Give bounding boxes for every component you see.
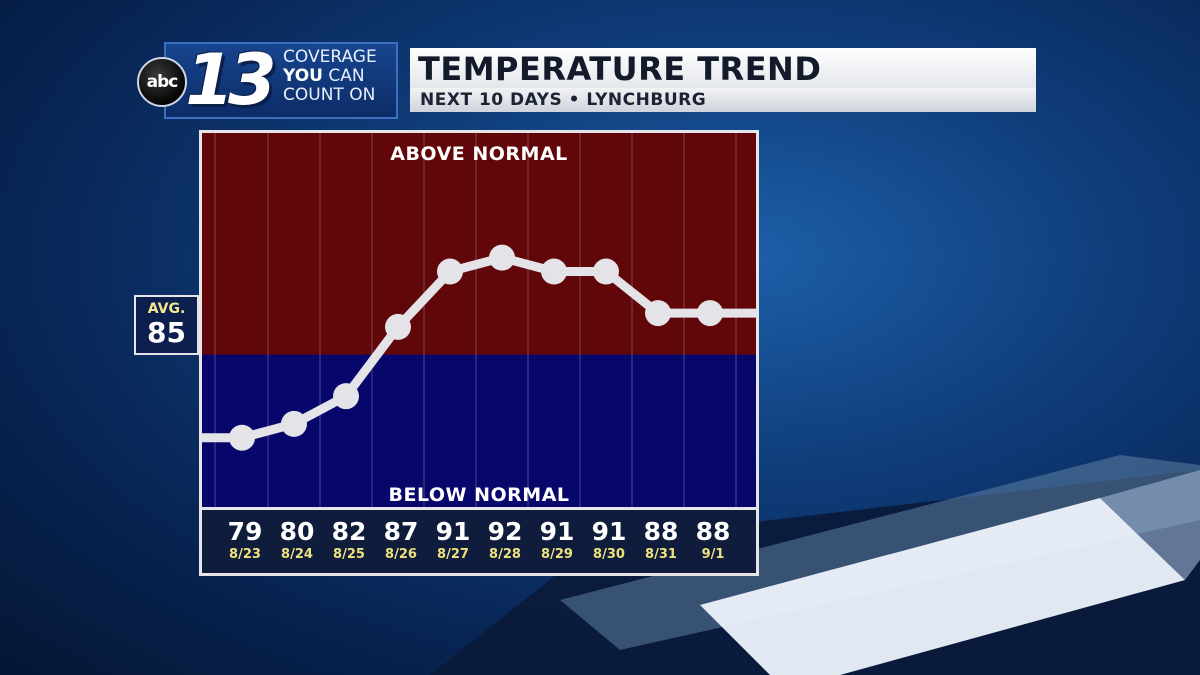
tagline-line-2: YOU CAN	[283, 67, 395, 86]
page-title: TEMPERATURE TREND	[418, 50, 822, 88]
day-date: 8/28	[489, 547, 521, 562]
station-tagline: COVERAGE YOU CAN COUNT ON	[283, 48, 395, 105]
chart-frame	[199, 130, 759, 510]
day-cell: 91 8/27	[426, 510, 480, 563]
day-temperature: 91	[591, 517, 627, 546]
temperature-point-8-24	[281, 410, 307, 437]
day-date: 8/29	[541, 547, 573, 562]
average-value: 85	[147, 316, 186, 349]
day-cell: 92 8/28	[478, 510, 532, 563]
day-date: 8/27	[437, 547, 469, 562]
temperature-point-8-30	[593, 258, 619, 285]
temperature-point-8-31	[645, 300, 671, 327]
temperature-point-8-25	[333, 383, 359, 410]
channel-number: 13	[185, 39, 276, 121]
above-normal-label: ABOVE NORMAL	[390, 143, 568, 165]
day-cell: 82 8/25	[322, 510, 376, 563]
day-temperature: 91	[435, 517, 471, 546]
tagline-you: YOU	[283, 66, 323, 86]
day-temperature: 92	[487, 517, 523, 546]
day-temperature: 88	[695, 517, 731, 546]
temperature-chart	[202, 133, 756, 507]
subtitle-bar: NEXT 10 DAYS • LYNCHBURG	[410, 88, 1036, 112]
temperature-point-8-27	[437, 258, 463, 285]
day-cell: 79 8/23	[218, 510, 272, 563]
day-date: 8/31	[645, 547, 677, 562]
average-label: AVG.	[147, 301, 186, 317]
tagline-can: CAN	[328, 66, 365, 86]
day-date: 8/23	[229, 547, 261, 562]
day-temperature: 87	[383, 517, 419, 546]
station-logo-box	[164, 42, 398, 119]
day-date: 8/24	[281, 547, 313, 562]
tagline-line-1: COVERAGE	[283, 47, 377, 67]
day-temperature: 82	[331, 517, 367, 546]
day-cell: 87 8/26	[374, 510, 428, 563]
day-cell: 80 8/24	[270, 510, 324, 563]
day-temperature: 80	[279, 517, 315, 546]
above-normal-zone	[202, 133, 756, 355]
page-subtitle: NEXT 10 DAYS • LYNCHBURG	[420, 90, 707, 110]
below-normal-label: BELOW NORMAL	[388, 484, 570, 506]
abc-logo: abc	[137, 57, 187, 107]
title-bar: TEMPERATURE TREND	[410, 48, 1036, 88]
temperature-point-9-1	[697, 300, 723, 327]
day-temperature: 88	[643, 517, 679, 546]
temperature-point-8-26	[385, 313, 411, 340]
day-date: 8/30	[593, 547, 625, 562]
temperature-point-8-29	[541, 258, 567, 285]
temperature-point-8-23	[229, 424, 255, 451]
day-temperature: 79	[227, 517, 263, 546]
tagline-line-3: COUNT ON	[283, 85, 376, 105]
daily-values-bar: 79 8/23 80 8/24 82 8/25 87 8/26 91 8/27 92 8/28 91 8/…	[199, 510, 759, 576]
day-date: 9/1	[701, 547, 725, 562]
day-date: 8/25	[333, 547, 365, 562]
temperature-point-8-28	[489, 244, 515, 271]
day-cell: 88 8/31	[634, 510, 688, 563]
day-cell: 88 9/1	[686, 510, 740, 563]
day-temperature: 91	[539, 517, 575, 546]
day-cell: 91 8/29	[530, 510, 584, 563]
average-box: AVG. 85	[134, 295, 199, 355]
day-date: 8/26	[385, 547, 417, 562]
day-cell: 91 8/30	[582, 510, 636, 563]
